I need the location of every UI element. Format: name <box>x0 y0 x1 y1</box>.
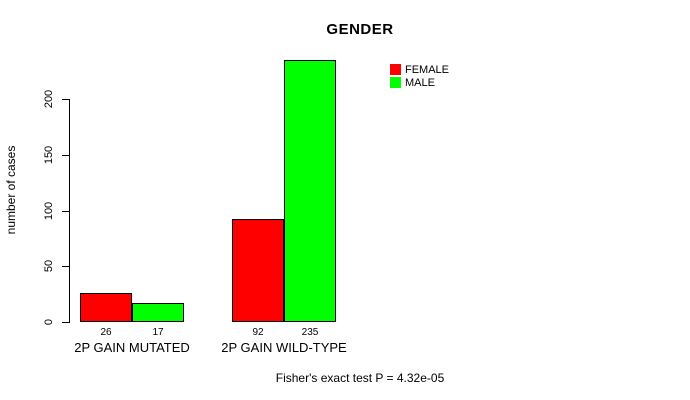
y-tick-mark <box>62 99 70 100</box>
legend-item-male: MALE <box>390 76 449 89</box>
y-tick-label: 100 <box>43 201 55 221</box>
bar-value-label: 92 <box>252 327 264 338</box>
y-tick-label: 0 <box>43 318 55 326</box>
y-tick-mark <box>62 211 70 212</box>
bar-value-label: 26 <box>100 327 112 338</box>
y-tick-mark <box>62 155 70 156</box>
bar-male-group1 <box>132 303 184 322</box>
y-tick-mark <box>62 322 70 323</box>
bar-female-group2 <box>232 219 284 322</box>
y-tick-mark <box>62 266 70 267</box>
legend: FEMALE MALE <box>390 63 449 89</box>
footnote-text: Fisher's exact test P = 4.32e-05 <box>275 371 445 385</box>
chart-title: GENDER <box>326 21 394 38</box>
x-category-label: 2P GAIN MUTATED <box>74 340 190 355</box>
legend-label: MALE <box>405 76 435 89</box>
legend-label: FEMALE <box>405 63 450 76</box>
bar-female-group1 <box>80 293 132 322</box>
y-tick-label: 200 <box>43 89 55 109</box>
bar-value-label: 17 <box>152 327 164 338</box>
legend-item-female: FEMALE <box>390 63 449 76</box>
bar-value-label: 235 <box>301 327 319 338</box>
legend-swatch-male <box>390 77 401 88</box>
bar-male-group2 <box>284 60 336 322</box>
legend-swatch-female <box>390 64 401 75</box>
y-tick-label: 50 <box>43 259 55 273</box>
x-category-label: 2P GAIN WILD-TYPE <box>221 340 347 355</box>
y-tick-label: 150 <box>43 145 55 165</box>
